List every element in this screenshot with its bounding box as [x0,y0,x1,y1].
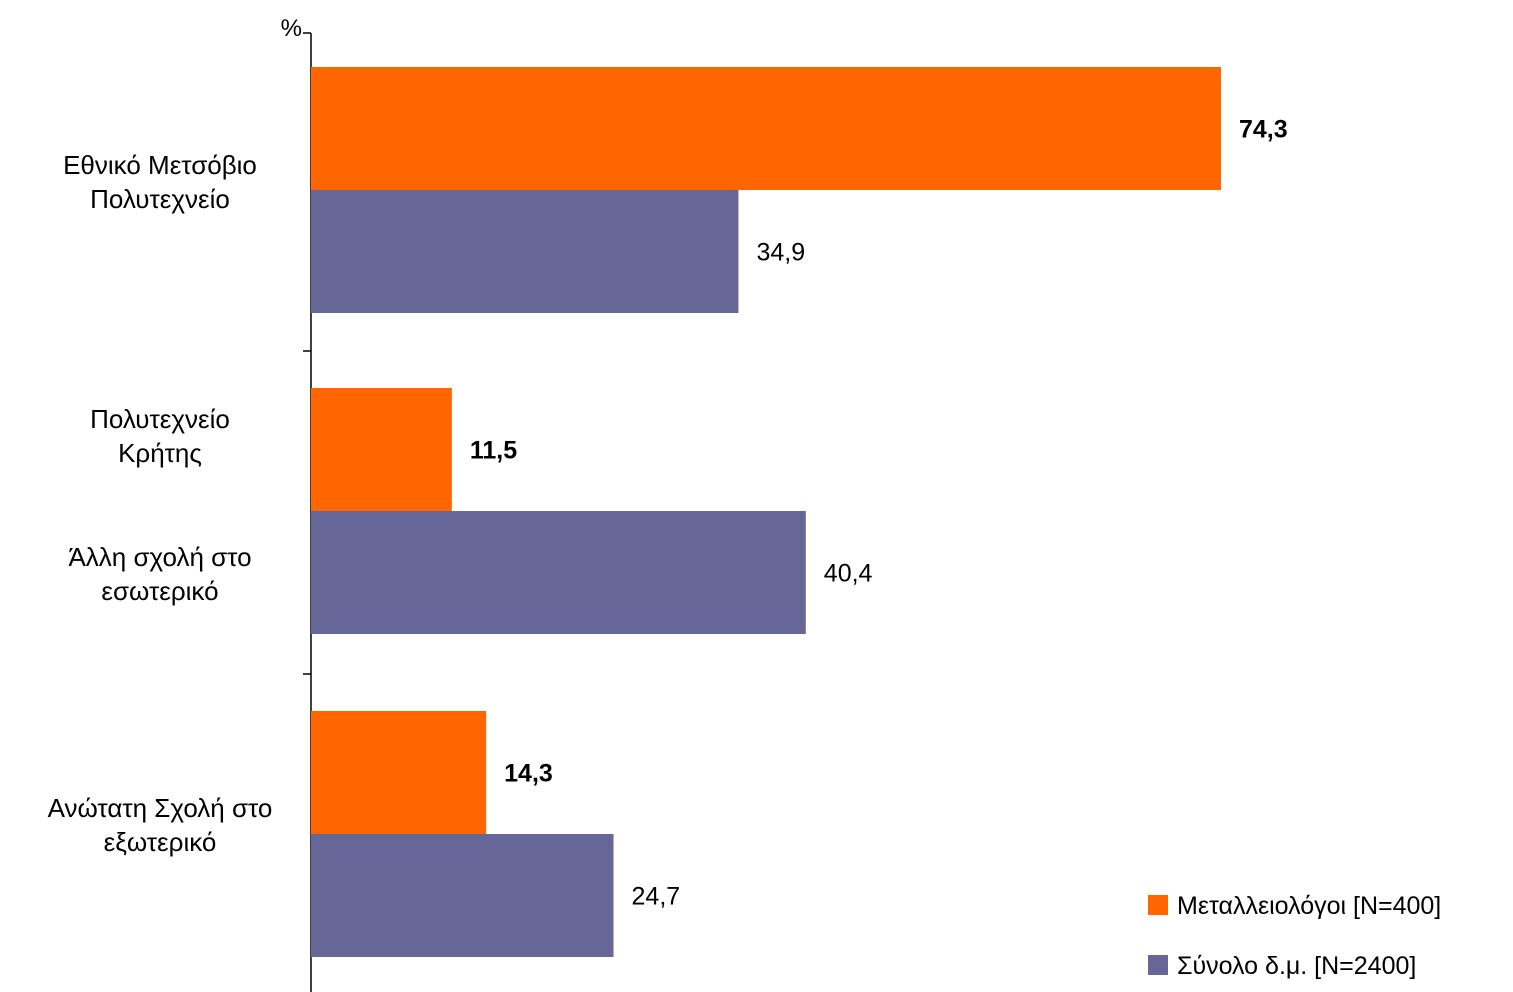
value-label-s1-c2: 24,7 [632,883,681,911]
category-label-1: Πολυτεχνείο Κρήτης [90,404,230,468]
category-label-1-line-1: Κρήτης [118,438,202,468]
legend: Μεταλλειολόγοι [N=400] Σύνολο δ.μ. [N=240… [1148,892,1441,980]
category-label-0: Εθνικό Μετσόβιο Πολυτεχνείο [63,150,257,214]
value-label-s0-c2: 14,3 [504,760,553,788]
category-label-extra: Άλλη σχολή στο εσωτερικό [68,542,251,606]
legend-label-1: Σύνολο δ.μ. [N=2400] [1177,952,1416,980]
category-label-1-line-0: Πολυτεχνείο [90,404,230,434]
category-label-2-line-0: Ανώτατη Σχολή στο [48,793,273,823]
category-label-2: Ανώτατη Σχολή στο εξωτερικό [48,793,273,857]
value-label-s1-c1: 40,4 [824,560,873,588]
value-label-s0-c0: 74,3 [1239,116,1288,144]
value-label-s0-c1: 11,5 [470,437,517,465]
bar-s1-c2 [311,834,614,957]
category-label-extra-line-1: εσωτερικό [101,576,218,606]
bar-s0-c2 [311,711,487,834]
legend-label-0: Μεταλλειολόγοι [N=400] [1177,892,1441,920]
category-label-0-line-1: Πολυτεχνείο [90,184,230,214]
legend-swatch-0 [1148,895,1168,915]
category-label-2-line-1: εξωτερικό [104,827,217,857]
legend-swatch-1 [1148,955,1168,975]
axis-unit-label: % [281,15,302,42]
bar-s1-c1 [311,511,806,634]
category-label-0-line-0: Εθνικό Μετσόβιο [63,150,257,180]
bar-s0-c0 [311,67,1221,190]
axis-layer [303,32,312,992]
value-label-s1-c0: 34,9 [756,239,805,267]
labels-layer: % 74,3 11,5 14,3 34,9 40,4 24,7 Εθνικό Μετσόβιο… [48,15,1288,911]
bar-s0-c1 [311,388,452,511]
bars-layer [311,67,1221,957]
bar-s1-c0 [311,190,739,313]
category-label-extra-line-0: Άλλη σχολή στο [68,542,251,572]
